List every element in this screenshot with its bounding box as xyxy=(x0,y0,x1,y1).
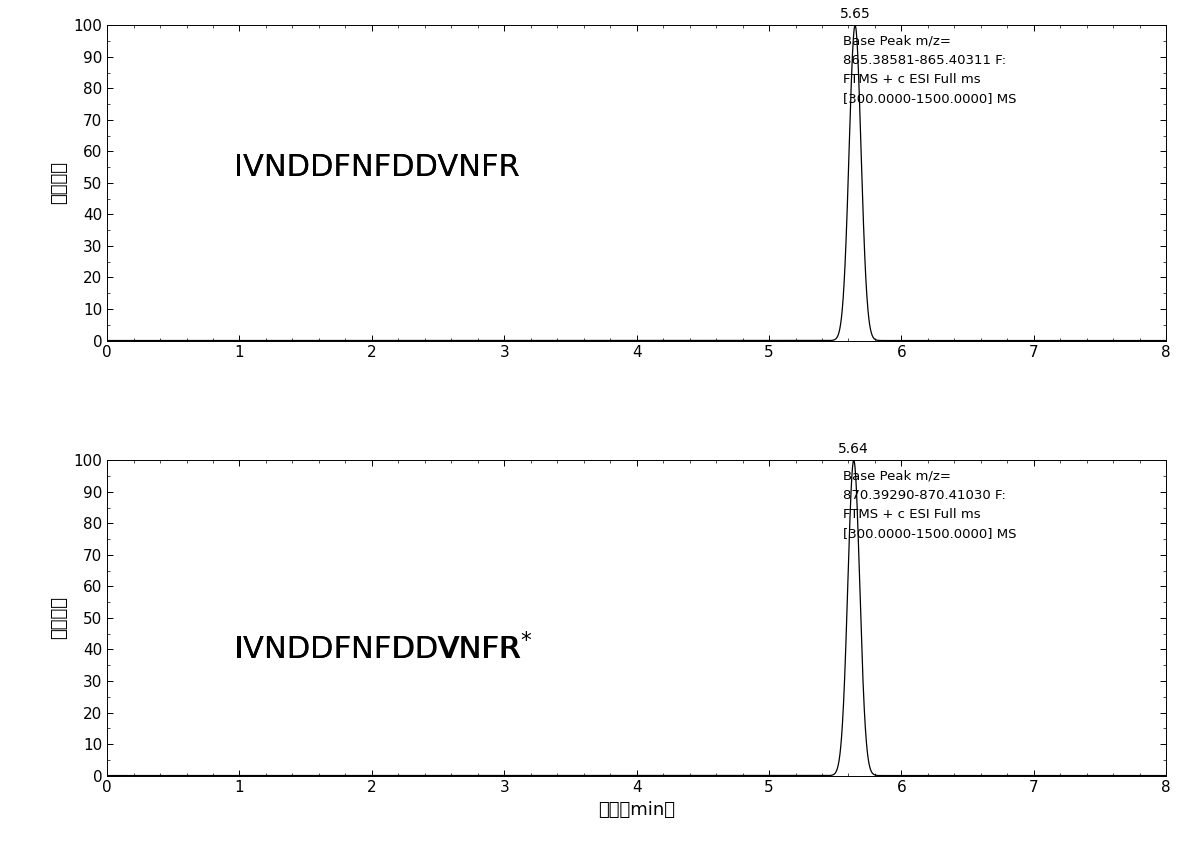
Text: Base Peak m/z=
865.38581-865.40311 F:
FTMS + c ESI Full ms
[300.0000-1500.0000] : Base Peak m/z= 865.38581-865.40311 F: FT… xyxy=(844,35,1016,105)
Text: IVNDDFNFDDVNFR: IVNDDFNFDDVNFR xyxy=(234,635,520,664)
Y-axis label: 相对丰度: 相对丰度 xyxy=(50,161,68,204)
Text: IVNDDFNFDDVNFR: IVNDDFNFDDVNFR xyxy=(234,153,520,181)
Text: 5.64: 5.64 xyxy=(839,442,869,455)
Text: 5.65: 5.65 xyxy=(840,7,870,20)
Text: IVNDDFNFDDVNFR$^{*}$: IVNDDFNFDDVNFR$^{*}$ xyxy=(234,633,533,666)
Text: Base Peak m/z=
870.39290-870.41030 F:
FTMS + c ESI Full ms
[300.0000-1500.0000] : Base Peak m/z= 870.39290-870.41030 F: FT… xyxy=(844,470,1016,540)
X-axis label: 时间（min）: 时间（min） xyxy=(599,801,675,819)
Text: IVNDDFNFDDVNFR: IVNDDFNFDDVNFR xyxy=(234,153,520,181)
Y-axis label: 相对丰度: 相对丰度 xyxy=(50,597,68,640)
